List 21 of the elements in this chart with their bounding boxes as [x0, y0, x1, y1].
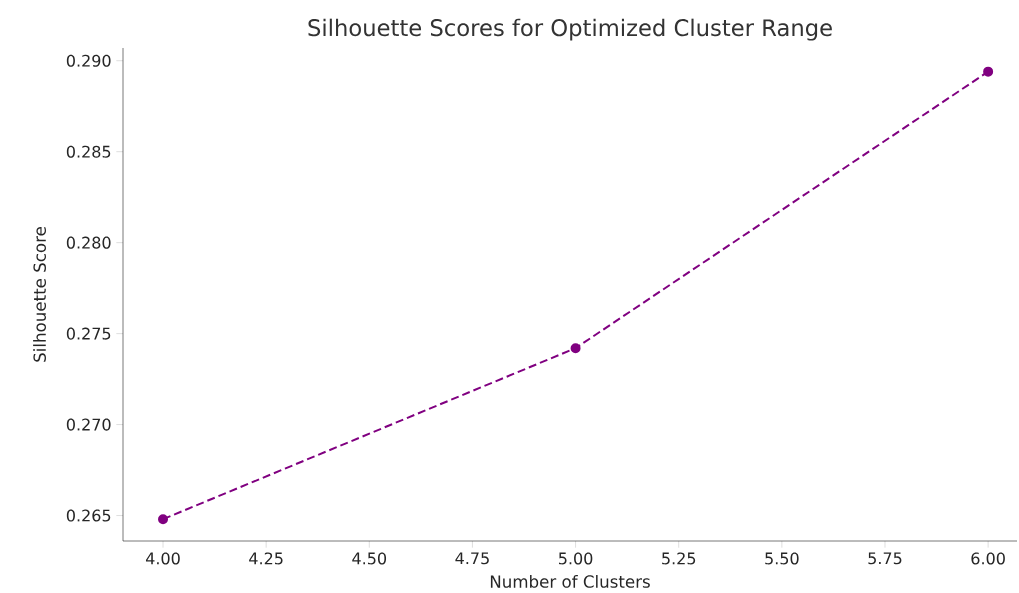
x-tick-label: 5.75 — [868, 552, 902, 565]
chart-title: Silhouette Scores for Optimized Cluster Range — [308, 18, 832, 41]
point — [983, 66, 994, 77]
y-tick-label: 0.270 — [66, 418, 111, 431]
y-tick-label: 0.290 — [66, 54, 111, 67]
y-tick-label: 0.265 — [66, 509, 111, 522]
x-tick-label: 5.25 — [662, 552, 696, 565]
y-tick-label: 0.280 — [66, 236, 111, 249]
x-tick-label: 5.50 — [765, 552, 799, 565]
y-tick-label: 0.285 — [66, 145, 111, 158]
x-tick-label: 4.50 — [352, 552, 387, 565]
x-axis-title: Number of Clusters — [490, 574, 650, 588]
x-tick-label: 4.00 — [145, 552, 180, 565]
y-tick-label: 0.275 — [66, 327, 111, 340]
x-tick-label: 4.75 — [455, 552, 489, 565]
point — [570, 343, 581, 354]
x-tick-label: 6.00 — [971, 552, 1005, 565]
x-tick-label: 5.00 — [559, 552, 593, 565]
y-axis-title: Silhouette Score — [33, 227, 46, 362]
x-tick-label: 4.25 — [249, 552, 283, 565]
point — [158, 514, 169, 525]
